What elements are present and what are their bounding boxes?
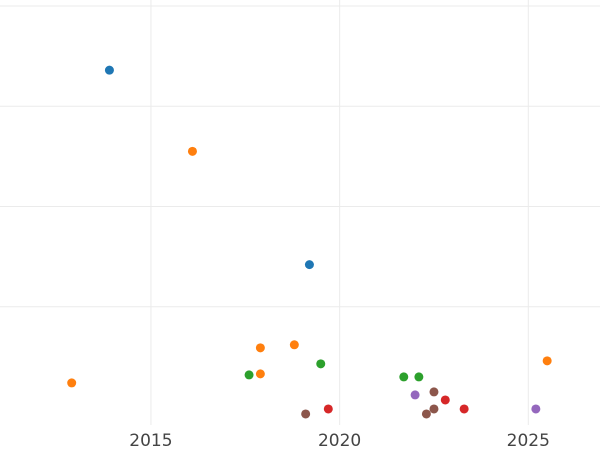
data-point <box>542 356 552 366</box>
data-point <box>429 387 439 397</box>
x-tick-label: 2025 <box>507 431 550 450</box>
data-point <box>421 409 431 419</box>
data-point <box>531 404 541 414</box>
data-point <box>104 65 114 75</box>
data-point <box>410 390 420 400</box>
grid-lines <box>0 0 600 425</box>
data-point <box>399 372 409 382</box>
data-point <box>255 343 265 353</box>
data-point <box>67 378 77 388</box>
data-point <box>301 409 311 419</box>
data-point <box>187 146 197 156</box>
data-point <box>440 395 450 405</box>
x-axis-ticks: 2015 2020 2025 <box>129 431 550 450</box>
data-points <box>67 65 552 419</box>
data-point <box>459 404 469 414</box>
data-point <box>414 372 424 382</box>
data-point <box>429 404 439 414</box>
x-tick-label: 2020 <box>318 431 361 450</box>
data-point <box>289 340 299 350</box>
data-point <box>316 359 326 369</box>
data-point <box>323 404 333 414</box>
data-point <box>255 369 265 379</box>
x-tick-label: 2015 <box>129 431 172 450</box>
data-point <box>244 370 254 380</box>
data-point <box>304 260 314 270</box>
